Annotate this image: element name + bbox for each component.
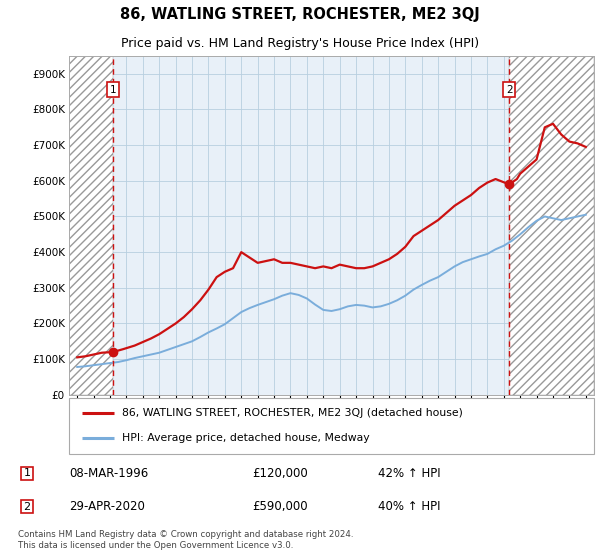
Text: 08-MAR-1996: 08-MAR-1996 bbox=[69, 466, 148, 480]
Text: HPI: Average price, detached house, Medway: HPI: Average price, detached house, Medw… bbox=[121, 433, 369, 443]
Text: 1: 1 bbox=[23, 468, 31, 478]
Text: £590,000: £590,000 bbox=[252, 500, 308, 514]
Text: 40% ↑ HPI: 40% ↑ HPI bbox=[378, 500, 440, 514]
Text: 86, WATLING STREET, ROCHESTER, ME2 3QJ: 86, WATLING STREET, ROCHESTER, ME2 3QJ bbox=[120, 7, 480, 22]
FancyBboxPatch shape bbox=[21, 466, 33, 480]
Text: £120,000: £120,000 bbox=[252, 466, 308, 480]
FancyBboxPatch shape bbox=[69, 398, 594, 454]
Text: 2: 2 bbox=[23, 502, 31, 512]
Bar bbox=[509, 56, 594, 395]
Text: 2: 2 bbox=[506, 85, 512, 95]
Bar bbox=[69, 56, 113, 395]
Text: 1: 1 bbox=[110, 85, 116, 95]
Text: 29-APR-2020: 29-APR-2020 bbox=[69, 500, 145, 514]
Text: 86, WATLING STREET, ROCHESTER, ME2 3QJ (detached house): 86, WATLING STREET, ROCHESTER, ME2 3QJ (… bbox=[121, 408, 463, 418]
Text: 42% ↑ HPI: 42% ↑ HPI bbox=[378, 466, 440, 480]
Text: Contains HM Land Registry data © Crown copyright and database right 2024.
This d: Contains HM Land Registry data © Crown c… bbox=[18, 530, 353, 550]
FancyBboxPatch shape bbox=[21, 500, 33, 514]
Text: Price paid vs. HM Land Registry's House Price Index (HPI): Price paid vs. HM Land Registry's House … bbox=[121, 37, 479, 50]
